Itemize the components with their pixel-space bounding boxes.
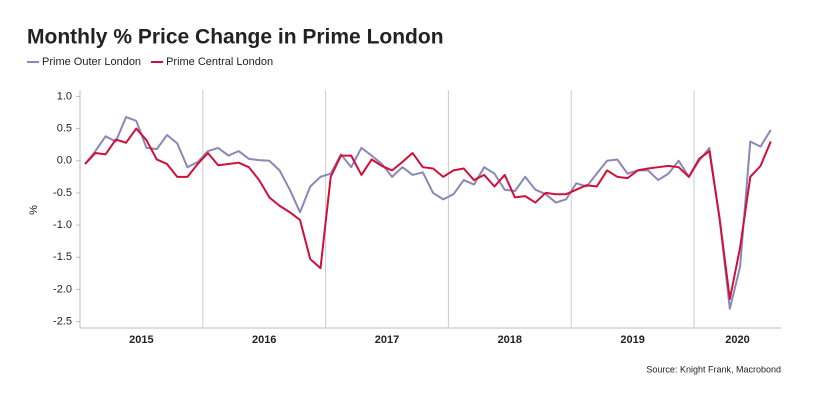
- y-tick-label: 0.0: [57, 155, 72, 167]
- x-tick-label: 2018: [498, 334, 522, 346]
- y-tick-label: -2.0: [53, 283, 72, 295]
- legend-label: Prime Outer London: [42, 56, 141, 68]
- series-line: [84, 127, 772, 301]
- legend-label: Prime Central London: [166, 56, 273, 68]
- y-tick-label: -1.5: [53, 251, 72, 263]
- y-tick-label: -0.5: [53, 187, 72, 199]
- x-tick-label: 2020: [725, 334, 749, 346]
- x-tick-label: 2015: [129, 334, 153, 346]
- y-axis-label: %: [28, 205, 40, 215]
- y-tick-label: 0.5: [57, 123, 72, 135]
- chart-title: Monthly % Price Change in Prime London: [27, 26, 444, 49]
- series-line: [84, 116, 772, 310]
- source: Source: Knight Frank, Macrobond: [646, 364, 781, 374]
- y-tick-label: -2.5: [53, 315, 72, 327]
- y-tick-label: 1.0: [57, 90, 72, 102]
- y-tick-label: -1.0: [53, 219, 72, 231]
- x-tick-label: 2019: [620, 334, 644, 346]
- x-tick-label: 2017: [375, 334, 399, 346]
- x-tick-label: 2016: [252, 334, 276, 346]
